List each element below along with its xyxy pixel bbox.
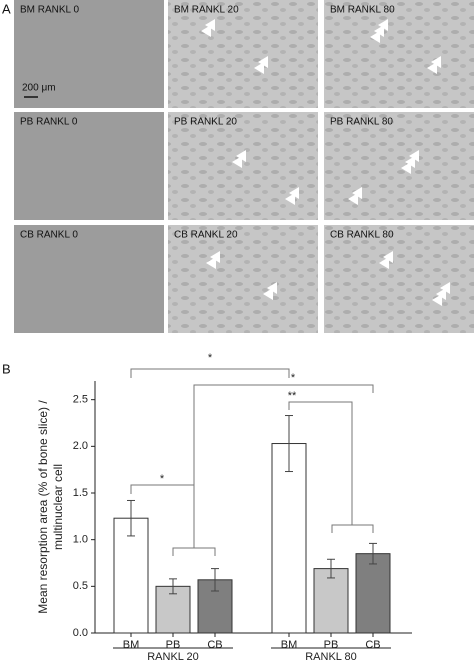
scale-bar-label: 200 μm bbox=[22, 83, 56, 94]
arrowhead bbox=[436, 288, 446, 300]
arrowhead bbox=[409, 150, 419, 162]
panel-label: B bbox=[2, 361, 11, 376]
significance: * bbox=[208, 352, 213, 364]
micrograph bbox=[168, 0, 318, 108]
bracket bbox=[288, 401, 353, 525]
arrowhead bbox=[370, 31, 380, 43]
arrowhead bbox=[431, 56, 441, 68]
micrograph bbox=[168, 225, 318, 333]
y-tick-label: 1.5 bbox=[73, 487, 88, 499]
y-tick-label: 0.0 bbox=[73, 627, 88, 639]
x-tick-label: PB bbox=[166, 639, 181, 651]
bracket bbox=[172, 547, 216, 556]
image-label: CB RANKL 20 bbox=[174, 230, 238, 241]
image-label: PB RANKL 20 bbox=[174, 117, 237, 128]
micrograph bbox=[14, 225, 164, 333]
arrowhead bbox=[378, 19, 388, 31]
x-tick-label: BM bbox=[123, 639, 140, 651]
arrowhead bbox=[232, 156, 242, 168]
arrowhead bbox=[267, 282, 277, 294]
micrograph bbox=[324, 0, 474, 108]
significance: ** bbox=[288, 390, 297, 402]
arrowhead bbox=[206, 257, 216, 269]
arrowhead bbox=[427, 62, 437, 74]
arrowhead bbox=[201, 25, 211, 37]
arrowhead bbox=[205, 19, 215, 31]
arrowhead bbox=[263, 288, 273, 300]
image-label: PB RANKL 80 bbox=[330, 117, 393, 128]
arrowhead bbox=[258, 56, 268, 68]
significance: * bbox=[160, 473, 165, 485]
bar bbox=[355, 553, 391, 634]
micrograph bbox=[14, 0, 164, 108]
arrowhead bbox=[352, 187, 362, 199]
arrowhead bbox=[254, 62, 264, 74]
significance: * bbox=[291, 372, 296, 384]
image-label: PB RANKL 0 bbox=[20, 117, 78, 128]
group-label: RANKL 80 bbox=[305, 651, 357, 663]
image-label: BM RANKL 80 bbox=[330, 5, 395, 16]
bar bbox=[271, 443, 307, 634]
arrowhead bbox=[289, 187, 299, 199]
x-tick-label: CB bbox=[365, 639, 380, 651]
image-label: CB RANKL 80 bbox=[330, 230, 394, 241]
arrowhead bbox=[405, 156, 415, 168]
group-label: RANKL 20 bbox=[147, 651, 199, 663]
arrowhead bbox=[432, 294, 442, 306]
image-label: CB RANKL 0 bbox=[20, 230, 78, 241]
micrograph bbox=[324, 225, 474, 333]
bracket bbox=[130, 368, 290, 378]
bracket bbox=[331, 524, 374, 533]
arrowhead bbox=[440, 282, 450, 294]
y-axis-label: Mean resorption area (% of bone slice) /… bbox=[36, 400, 65, 614]
micrograph bbox=[168, 112, 318, 220]
micrograph bbox=[324, 112, 474, 220]
image-label: BM RANKL 20 bbox=[174, 5, 239, 16]
y-tick-label: 2.0 bbox=[73, 440, 88, 452]
arrowhead bbox=[401, 162, 411, 174]
x-tick-label: BM bbox=[281, 639, 298, 651]
y-tick-label: 2.5 bbox=[73, 394, 88, 406]
bracket bbox=[130, 484, 195, 548]
arrowhead bbox=[285, 193, 295, 205]
panel-label: A bbox=[2, 1, 11, 16]
arrowhead bbox=[236, 150, 246, 162]
y-axis-label-line: multinuclear cell bbox=[51, 464, 65, 550]
bar bbox=[313, 568, 349, 634]
x-tick-label: CB bbox=[207, 639, 222, 651]
arrowhead bbox=[383, 251, 393, 263]
bracket bbox=[193, 384, 374, 548]
micrograph bbox=[14, 112, 164, 220]
arrowhead bbox=[379, 257, 389, 269]
significance-brackets: * * ** * bbox=[130, 352, 374, 556]
image-label: BM RANKL 0 bbox=[20, 5, 80, 16]
y-tick-label: 1.0 bbox=[73, 534, 88, 546]
arrowhead bbox=[210, 251, 220, 263]
y-axis-label-line: Mean resorption area (% of bone slice) / bbox=[36, 400, 50, 614]
y-tick-label: 0.5 bbox=[73, 580, 88, 592]
arrowhead bbox=[374, 25, 384, 37]
arrowhead bbox=[348, 193, 358, 205]
x-tick-label: PB bbox=[324, 639, 339, 651]
